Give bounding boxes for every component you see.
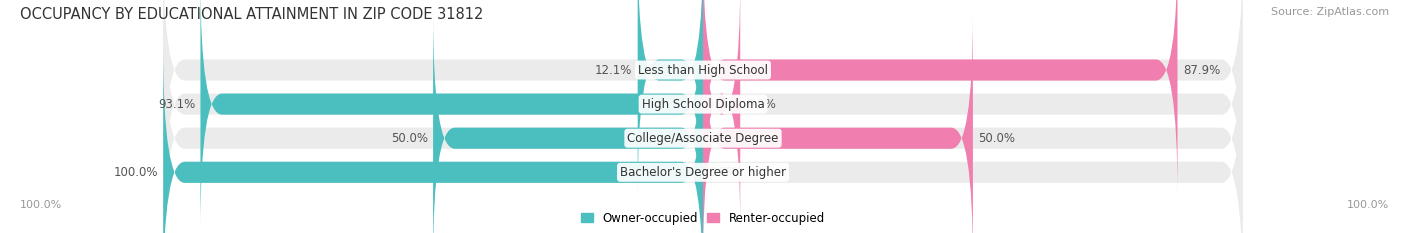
- Text: 50.0%: 50.0%: [391, 132, 427, 145]
- Text: 100.0%: 100.0%: [1347, 200, 1389, 210]
- Text: 100.0%: 100.0%: [20, 200, 62, 210]
- FancyBboxPatch shape: [163, 47, 1243, 233]
- Text: Bachelor's Degree or higher: Bachelor's Degree or higher: [620, 166, 786, 179]
- Text: 0.0%: 0.0%: [709, 166, 738, 179]
- FancyBboxPatch shape: [163, 0, 1243, 230]
- Text: Less than High School: Less than High School: [638, 64, 768, 76]
- FancyBboxPatch shape: [433, 12, 703, 233]
- Text: 93.1%: 93.1%: [157, 98, 195, 111]
- Text: High School Diploma: High School Diploma: [641, 98, 765, 111]
- Text: OCCUPANCY BY EDUCATIONAL ATTAINMENT IN ZIP CODE 31812: OCCUPANCY BY EDUCATIONAL ATTAINMENT IN Z…: [20, 7, 484, 22]
- FancyBboxPatch shape: [163, 47, 703, 233]
- Text: Source: ZipAtlas.com: Source: ZipAtlas.com: [1271, 7, 1389, 17]
- FancyBboxPatch shape: [163, 0, 1243, 196]
- FancyBboxPatch shape: [703, 12, 973, 233]
- Text: College/Associate Degree: College/Associate Degree: [627, 132, 779, 145]
- Text: 12.1%: 12.1%: [595, 64, 633, 76]
- Text: 100.0%: 100.0%: [114, 166, 157, 179]
- FancyBboxPatch shape: [201, 0, 703, 230]
- FancyBboxPatch shape: [163, 12, 1243, 233]
- FancyBboxPatch shape: [703, 0, 740, 230]
- Text: 87.9%: 87.9%: [1182, 64, 1220, 76]
- FancyBboxPatch shape: [638, 0, 703, 196]
- Text: 6.9%: 6.9%: [745, 98, 776, 111]
- Legend: Owner-occupied, Renter-occupied: Owner-occupied, Renter-occupied: [581, 212, 825, 225]
- Text: 50.0%: 50.0%: [979, 132, 1015, 145]
- FancyBboxPatch shape: [703, 0, 1177, 196]
